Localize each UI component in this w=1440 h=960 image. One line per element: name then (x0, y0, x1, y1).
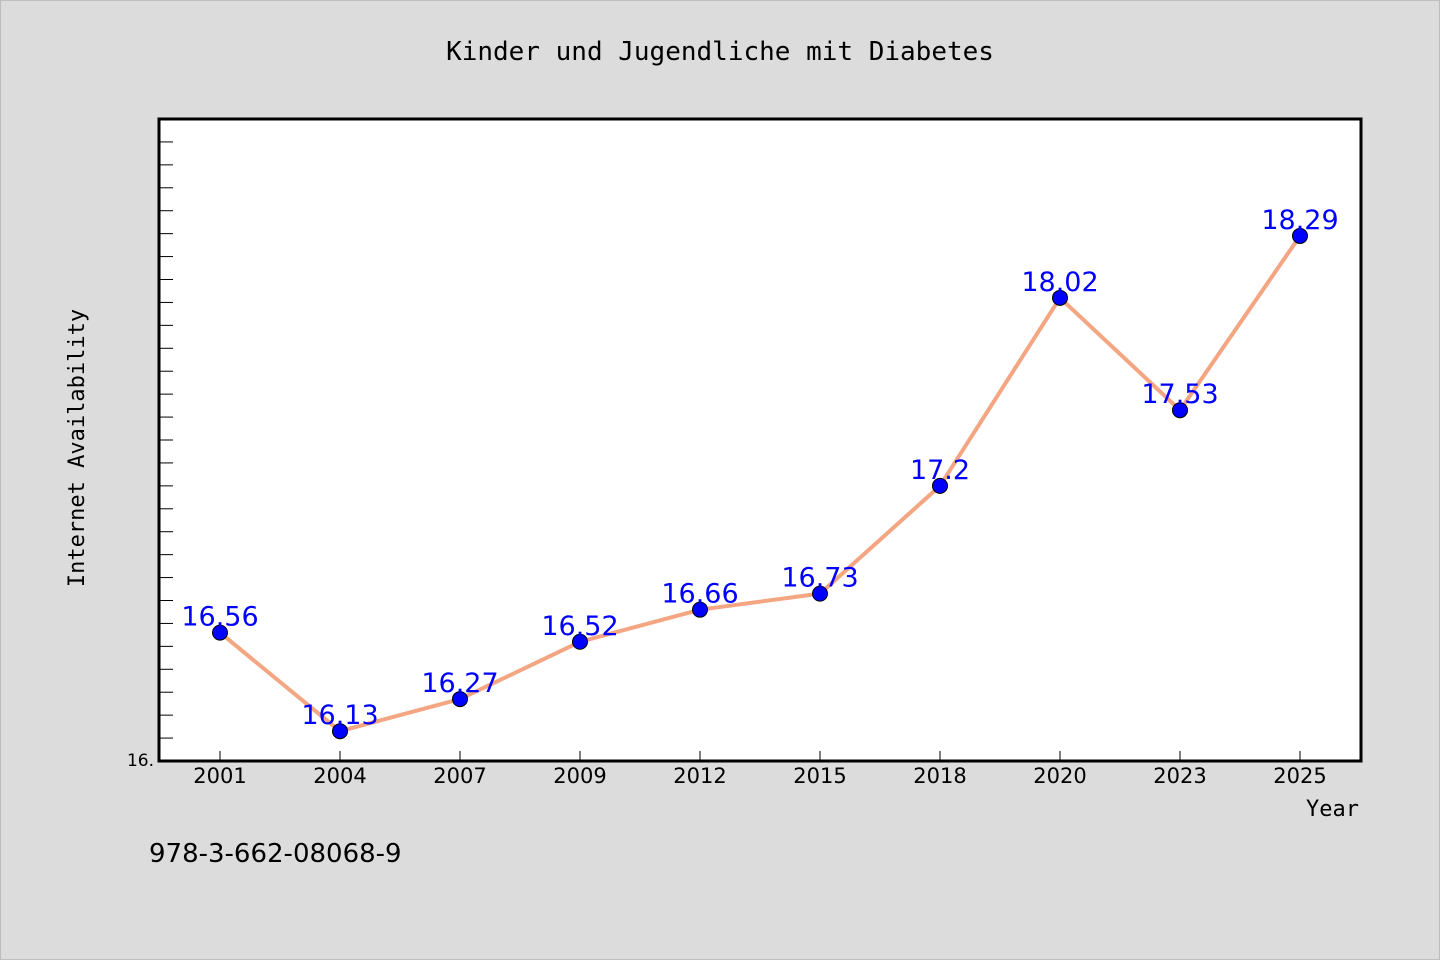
x-axis-ticks (219, 751, 1301, 761)
data-label: 16.27 (421, 668, 498, 699)
x-tick-label: 2009 (553, 764, 606, 788)
data-point (692, 601, 708, 618)
data-markers (212, 227, 1308, 740)
x-tick-label: 2020 (1033, 764, 1086, 788)
y-axis-ticks (159, 141, 173, 739)
x-axis-label: Year (1306, 797, 1359, 822)
isbn-text: 978-3-662-08068-9 (149, 839, 402, 869)
data-point (812, 585, 828, 602)
data-point (1172, 402, 1188, 419)
series-line (218, 234, 1302, 734)
data-label: 16.66 (661, 579, 738, 610)
y-axis-label: Internet Availability (65, 309, 90, 587)
data-point (212, 624, 228, 641)
data-point (332, 723, 348, 740)
data-point (1052, 289, 1068, 306)
x-tick-label: 2025 (1273, 764, 1326, 788)
x-tick-label: 2001 (193, 764, 246, 788)
data-label: 17.53 (1141, 379, 1218, 410)
data-point (452, 691, 468, 708)
data-point (572, 633, 588, 650)
data-point (932, 477, 948, 494)
x-tick-label: 2023 (1153, 764, 1206, 788)
data-label: 17.2 (910, 455, 970, 486)
data-label: 16.13 (301, 700, 378, 731)
data-label: 16.56 (181, 602, 258, 633)
plot-area (157, 117, 1363, 763)
data-point (1292, 227, 1308, 244)
x-tick-label: 2007 (433, 764, 486, 788)
data-label: 18.02 (1021, 267, 1098, 298)
x-tick-label: 2018 (913, 764, 966, 788)
x-tick-label: 2004 (313, 764, 366, 788)
data-label: 16.73 (781, 563, 858, 594)
x-axis-labels: 2001 2004 2007 2009 2012 2015 2018 2020 2023 2025 (193, 764, 1326, 788)
x-tick-label: 2015 (793, 764, 846, 788)
y-tick-label: 16. (127, 751, 154, 771)
data-labels: 16.56 16.13 16.27 16.52 16.66 16.73 17.2 18.02 1… (181, 205, 1338, 731)
chart-title: Kinder und Jugendliche mit Diabetes (446, 37, 994, 67)
data-label: 18.29 (1261, 205, 1338, 236)
data-label: 16.52 (541, 611, 618, 642)
x-tick-label: 2012 (673, 764, 726, 788)
